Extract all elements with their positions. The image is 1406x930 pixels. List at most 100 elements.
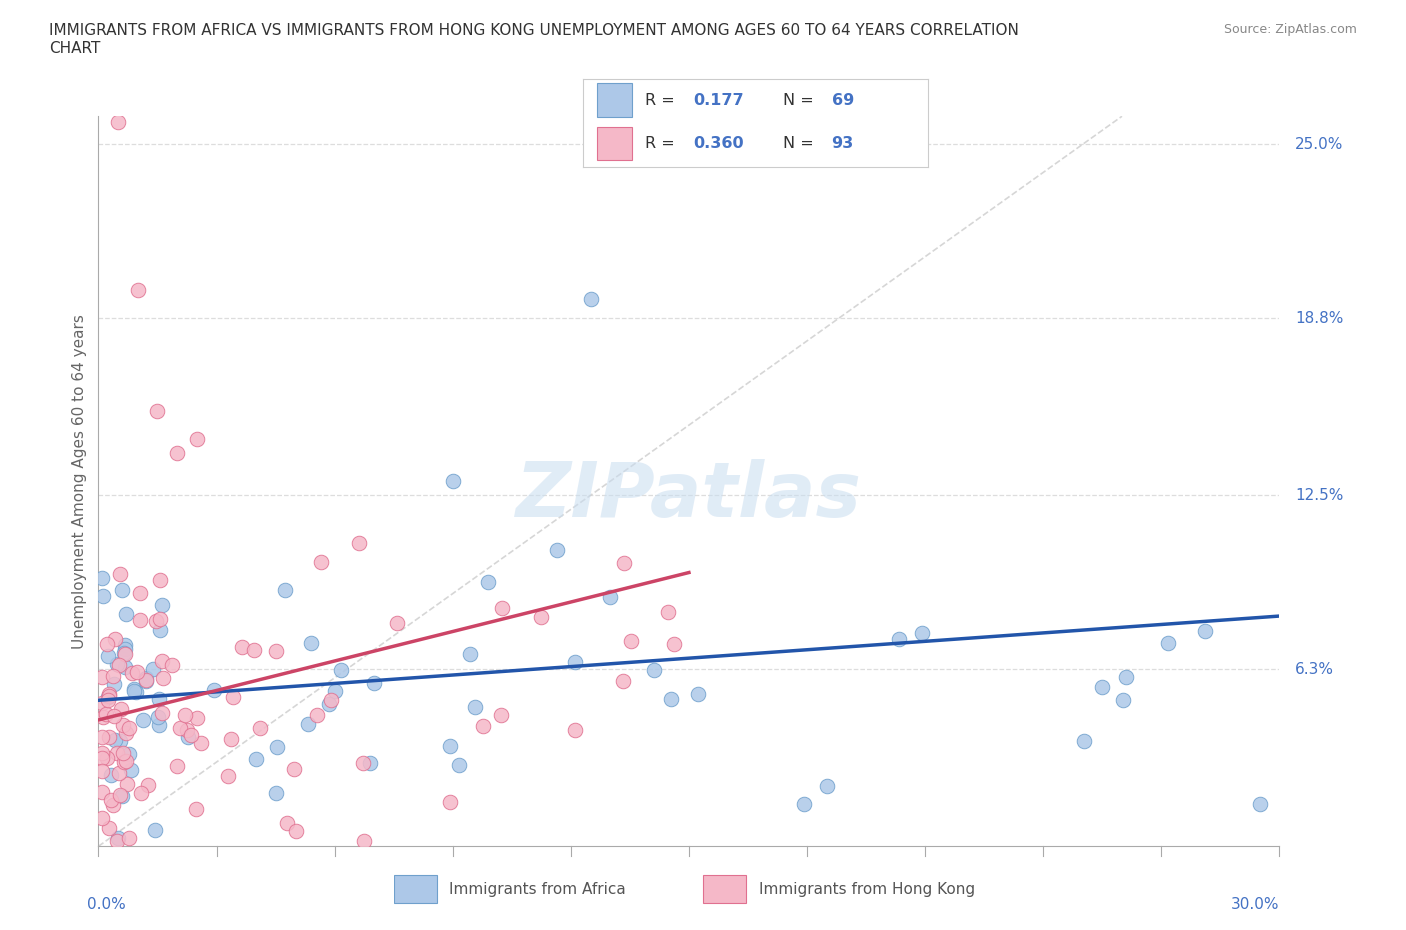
Point bbox=[121, 666, 143, 681]
Text: 0.177: 0.177 bbox=[693, 93, 744, 108]
Point bbox=[564, 655, 586, 670]
Point bbox=[118, 830, 141, 845]
Point bbox=[174, 708, 197, 723]
Text: 69: 69 bbox=[831, 93, 853, 108]
Point bbox=[114, 606, 136, 621]
Point bbox=[96, 637, 118, 652]
Point bbox=[108, 566, 131, 581]
Point bbox=[301, 635, 323, 650]
Point bbox=[439, 795, 461, 810]
Point bbox=[122, 684, 145, 698]
Text: Immigrants from Africa: Immigrants from Africa bbox=[450, 882, 626, 897]
Point bbox=[305, 707, 328, 722]
Point bbox=[202, 683, 225, 698]
Point bbox=[529, 609, 551, 624]
Point bbox=[613, 556, 636, 571]
Text: 18.8%: 18.8% bbox=[1295, 311, 1344, 325]
Point bbox=[612, 674, 634, 689]
Point bbox=[100, 767, 122, 782]
Point bbox=[135, 672, 157, 687]
Point bbox=[127, 283, 149, 298]
Point bbox=[309, 554, 332, 569]
Point bbox=[103, 797, 125, 812]
Point bbox=[359, 755, 381, 770]
Point bbox=[104, 631, 127, 646]
Point bbox=[100, 792, 122, 807]
Point bbox=[115, 725, 138, 740]
Point bbox=[114, 638, 136, 653]
Bar bbox=[598, 84, 631, 117]
Point bbox=[91, 710, 114, 724]
Point bbox=[659, 692, 682, 707]
Point bbox=[150, 654, 173, 669]
Point bbox=[166, 758, 188, 773]
Point bbox=[148, 717, 170, 732]
Point bbox=[104, 733, 127, 748]
Point bbox=[91, 751, 114, 765]
Point bbox=[91, 570, 114, 585]
Point bbox=[363, 675, 385, 690]
Point bbox=[349, 536, 371, 551]
Point bbox=[249, 720, 271, 735]
Point bbox=[264, 786, 287, 801]
Text: IMMIGRANTS FROM AFRICA VS IMMIGRANTS FROM HONG KONG UNEMPLOYMENT AMONG AGES 60 T: IMMIGRANTS FROM AFRICA VS IMMIGRANTS FRO… bbox=[49, 23, 1019, 56]
Point bbox=[1194, 623, 1216, 638]
Point bbox=[103, 709, 125, 724]
Point bbox=[91, 764, 114, 778]
Point bbox=[166, 445, 188, 460]
Point bbox=[105, 833, 128, 848]
Point bbox=[323, 684, 346, 698]
Point bbox=[118, 720, 141, 735]
Point bbox=[101, 669, 124, 684]
Point bbox=[441, 474, 464, 489]
Point bbox=[148, 691, 170, 706]
Point bbox=[143, 823, 166, 838]
Point bbox=[96, 751, 118, 765]
Point bbox=[793, 797, 815, 812]
Point bbox=[353, 833, 375, 848]
Point bbox=[111, 746, 134, 761]
Point bbox=[176, 723, 198, 737]
Point bbox=[108, 765, 131, 780]
Point bbox=[688, 687, 710, 702]
Point bbox=[274, 583, 297, 598]
Point bbox=[546, 542, 568, 557]
Point bbox=[1091, 680, 1114, 695]
Text: R =: R = bbox=[645, 136, 675, 151]
Point bbox=[91, 810, 114, 825]
Point bbox=[150, 598, 173, 613]
Point bbox=[114, 642, 136, 657]
Point bbox=[122, 682, 145, 697]
Point bbox=[111, 789, 134, 804]
Point bbox=[148, 612, 170, 627]
Point bbox=[127, 665, 149, 680]
Point bbox=[385, 616, 408, 631]
Point bbox=[107, 830, 129, 845]
Point bbox=[352, 755, 374, 770]
Text: Immigrants from Hong Kong: Immigrants from Hong Kong bbox=[759, 882, 974, 897]
Point bbox=[815, 778, 838, 793]
Point bbox=[111, 718, 134, 733]
Point bbox=[186, 711, 208, 725]
Point bbox=[97, 649, 120, 664]
Point bbox=[136, 778, 159, 793]
Point bbox=[447, 757, 470, 772]
Point bbox=[599, 590, 621, 604]
Bar bbox=[394, 875, 437, 903]
Point bbox=[222, 690, 245, 705]
Point bbox=[107, 114, 129, 129]
Point bbox=[149, 623, 172, 638]
Point bbox=[177, 730, 200, 745]
Point bbox=[98, 820, 121, 835]
Point bbox=[96, 689, 118, 704]
Point bbox=[564, 723, 586, 737]
Point bbox=[91, 730, 114, 745]
Point bbox=[160, 658, 183, 673]
Point bbox=[911, 625, 934, 640]
Point bbox=[134, 673, 156, 688]
Point bbox=[112, 645, 135, 660]
Point bbox=[620, 634, 643, 649]
Y-axis label: Unemployment Among Ages 60 to 64 years: Unemployment Among Ages 60 to 64 years bbox=[72, 313, 87, 649]
Point bbox=[125, 684, 148, 699]
Text: Source: ZipAtlas.com: Source: ZipAtlas.com bbox=[1223, 23, 1357, 36]
